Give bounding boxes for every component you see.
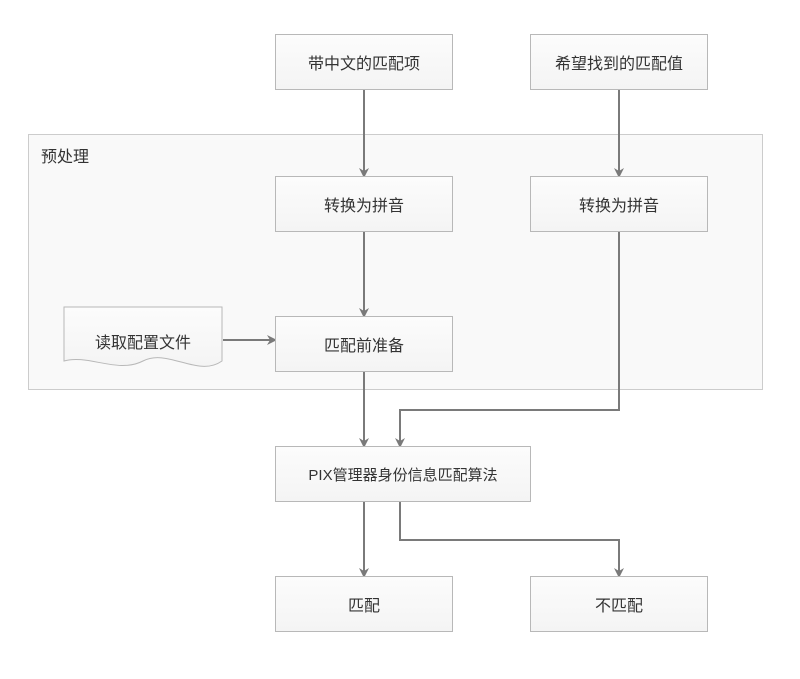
node-label: 转换为拼音: [579, 192, 659, 216]
node-algorithm: PIX管理器身份信息匹配算法: [275, 446, 531, 502]
node-pinyin-right: 转换为拼音: [530, 176, 708, 232]
node-label: 不匹配: [595, 592, 643, 616]
node-label: PIX管理器身份信息匹配算法: [308, 464, 497, 485]
node-pinyin-left: 转换为拼音: [275, 176, 453, 232]
node-label: 匹配: [348, 592, 380, 616]
node-nomatch: 不匹配: [530, 576, 708, 632]
node-label: 读取配置文件: [95, 329, 191, 353]
node-label: 带中文的匹配项: [308, 50, 420, 74]
preprocess-region-label: 预处理: [41, 143, 89, 167]
flowchart-canvas: 预处理 带中文的匹配项: [0, 0, 800, 679]
node-input-right: 希望找到的匹配值: [530, 34, 708, 90]
node-input-left: 带中文的匹配项: [275, 34, 453, 90]
node-prepare: 匹配前准备: [275, 316, 453, 372]
node-label: 匹配前准备: [324, 332, 404, 356]
edge: [400, 502, 619, 576]
node-label: 希望找到的匹配值: [555, 50, 683, 74]
node-match: 匹配: [275, 576, 453, 632]
node-config-doc: 读取配置文件: [63, 306, 223, 376]
node-label: 转换为拼音: [324, 192, 404, 216]
